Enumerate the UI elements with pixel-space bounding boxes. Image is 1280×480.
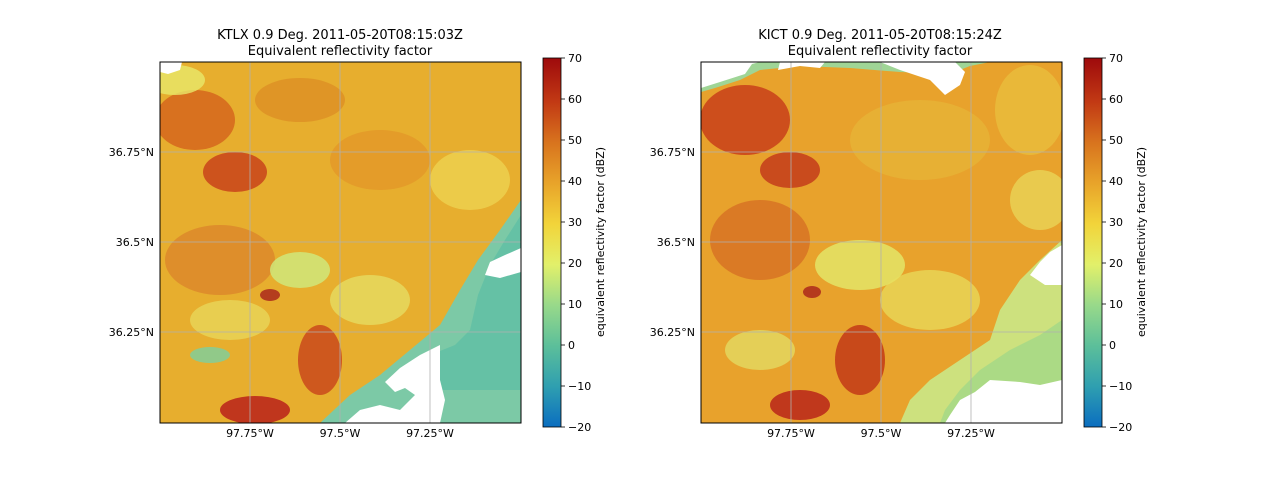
y-tick-label: 36.5°N (116, 236, 154, 249)
colorbar-tick-label: −10 (1109, 380, 1132, 393)
grid-lines (160, 62, 521, 423)
colorbar-tick-label: 50 (1109, 134, 1123, 147)
y-tick-label: 36.25°N (109, 326, 154, 339)
x-tick-label: 97.75°W (226, 427, 274, 440)
colorbar-tick-label: −10 (568, 380, 591, 393)
y-tick-label: 36.5°N (657, 236, 695, 249)
panel-ktlx: KTLX 0.9 Deg. 2011-05-20T08:15:03Z Equiv… (109, 28, 607, 440)
colorbar: 70 60 50 40 30 20 10 0 −10 −20 equivalent reflect… (1083, 52, 1148, 434)
panel-title: KICT 0.9 Deg. 2011-05-20T08:15:24Z (758, 28, 1002, 43)
x-tick-label: 97.25°W (947, 427, 995, 440)
colorbar-tick-label: −20 (1109, 421, 1132, 434)
colorbar-label: equivalent reflectivity factor (dBZ) (1135, 147, 1148, 337)
map-frame (700, 61, 1063, 424)
y-tick-label: 36.75°N (650, 146, 695, 159)
colorbar-tick-label: 60 (1109, 93, 1123, 106)
colorbar-tick-label: 10 (1109, 298, 1123, 311)
x-tick-label: 97.5°W (320, 427, 361, 440)
colorbar-tick-label: 50 (568, 134, 582, 147)
panel-kict: KICT 0.9 Deg. 2011-05-20T08:15:24Z Equiv… (650, 28, 1148, 440)
x-tick-label: 97.5°W (861, 427, 902, 440)
colorbar-tick-label: 40 (568, 175, 582, 188)
colorbar-tick-label: 20 (568, 257, 582, 270)
colorbar-gradient (542, 57, 562, 428)
y-tick-label: 36.25°N (650, 326, 695, 339)
colorbar-tick-label: 20 (1109, 257, 1123, 270)
colorbar-tick-label: 0 (568, 339, 575, 352)
y-tick-label: 36.75°N (109, 146, 154, 159)
colorbar-tick-label: 70 (568, 52, 582, 65)
colorbar-tick-label: 0 (1109, 339, 1116, 352)
panel-title: KTLX 0.9 Deg. 2011-05-20T08:15:03Z (217, 28, 463, 43)
panel-subtitle: Equivalent reflectivity factor (788, 44, 973, 59)
colorbar-tick-label: 30 (568, 216, 582, 229)
grid-lines (701, 62, 1062, 423)
colorbar: 70 60 50 40 30 20 10 0 −10 −20 equivalent reflect… (542, 52, 607, 434)
colorbar-tick-label: 10 (568, 298, 582, 311)
x-tick-label: 97.75°W (767, 427, 815, 440)
colorbar-tick-label: 70 (1109, 52, 1123, 65)
reflectivity-map (701, 62, 1062, 423)
reflectivity-map (160, 62, 521, 423)
colorbar-tick-label: 40 (1109, 175, 1123, 188)
x-tick-label: 97.25°W (406, 427, 454, 440)
map-frame (159, 61, 522, 424)
colorbar-gradient (1083, 57, 1103, 428)
colorbar-label: equivalent reflectivity factor (dBZ) (594, 147, 607, 337)
colorbar-tick-label: 60 (568, 93, 582, 106)
panel-subtitle: Equivalent reflectivity factor (248, 44, 433, 59)
colorbar-tick-label: 30 (1109, 216, 1123, 229)
colorbar-tick-label: −20 (568, 421, 591, 434)
